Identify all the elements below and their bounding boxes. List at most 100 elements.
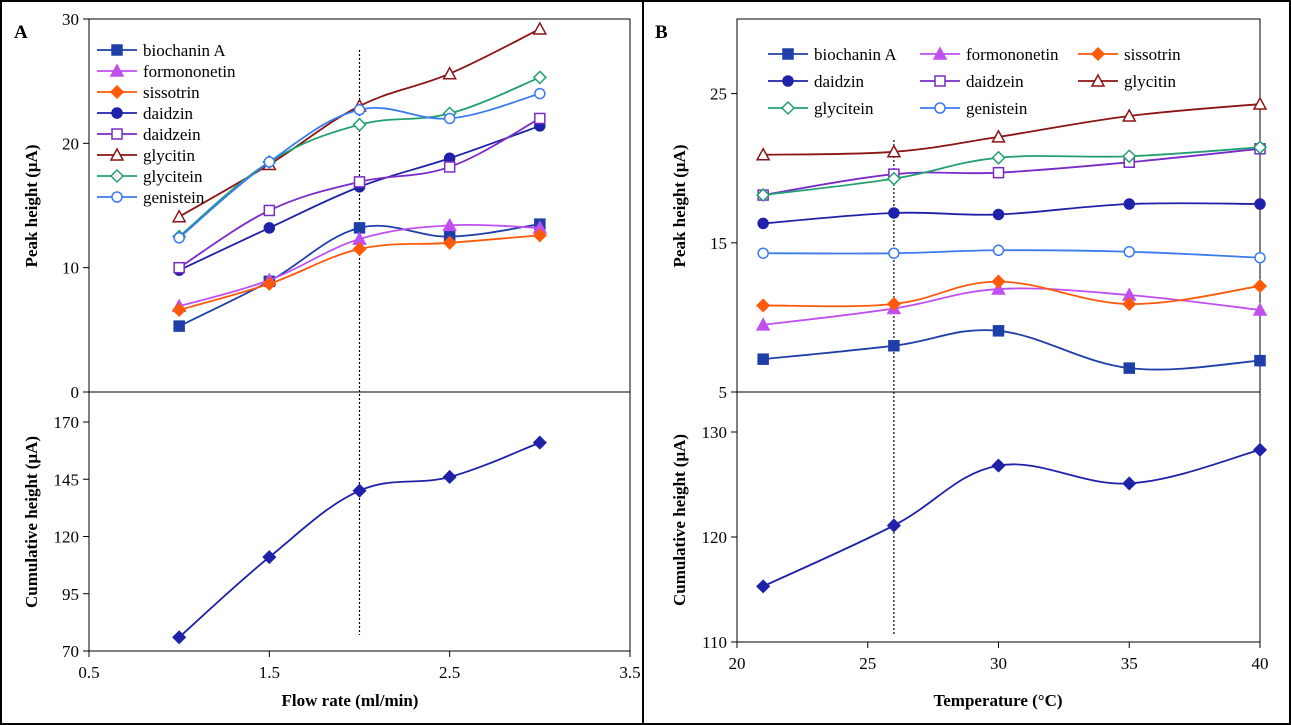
panel-b-top-ylabel: Peak height (μA) xyxy=(670,145,689,268)
b-series-formononetin-point-4 xyxy=(1252,302,1268,316)
a-top-ytick-label-2: 20 xyxy=(62,134,79,153)
b-series-genistein-point-1 xyxy=(888,247,900,259)
a-legend-daidzein-label: daidzein xyxy=(143,125,201,144)
a-series-genistein-point-3 xyxy=(443,112,456,125)
a-legend-biochanin-a-label: biochanin A xyxy=(143,41,226,60)
a-cumulative-point-0 xyxy=(172,630,187,645)
a-bottom-ytick-label-3: 145 xyxy=(54,470,80,489)
a-series-daidzein-point-2 xyxy=(353,176,366,188)
b-series-glycitein-point-2 xyxy=(991,150,1006,165)
a-series-glycitein-point-2 xyxy=(352,117,367,132)
panel-b-bottom-y-ticks: 110 120 130 xyxy=(702,423,737,652)
b-series-sissotrin-point-3 xyxy=(1122,296,1137,312)
a-xtick-label-0: 0.5 xyxy=(78,663,99,682)
b-series-genistein-point-4 xyxy=(1254,251,1266,264)
b-series-genistein-point-3 xyxy=(1123,246,1135,258)
a-legend-genistein-label: genistein xyxy=(143,188,205,207)
a-legend-glycitein-marker xyxy=(109,168,125,184)
a-legend-daidzin-marker xyxy=(111,107,123,119)
panel-a-top-ylabel: Peak height (μA) xyxy=(22,145,41,268)
b-series-daidzin-point-3 xyxy=(1123,198,1135,210)
panel-b-bottom-ylabel: Cumulative height (μA) xyxy=(670,434,689,606)
b-legend-genistein-label: genistein xyxy=(966,99,1028,118)
b-series-sissotrin-point-4 xyxy=(1252,279,1268,294)
a-series-biochanin-a-point-2 xyxy=(353,222,366,234)
b-series-glycitein-point-0 xyxy=(756,187,771,203)
panel-b: B 5 15 25 110 120 130 20 25 30 35 40 biochanin A… xyxy=(655,18,1269,710)
panel-a: A 0 10 20 30 70 95 120 145 170 0.5 1.5 2.5 3.5 bio… xyxy=(14,10,641,710)
b-legend-daidzin-label: daidzin xyxy=(814,72,865,91)
b-legend-daidzin-marker xyxy=(782,75,794,87)
panel-a-x-ticks: 0.5 1.5 2.5 3.5 xyxy=(78,651,641,682)
a-series-glycitin-point-3 xyxy=(442,66,457,80)
b-xtick-label-4: 40 xyxy=(1252,654,1269,673)
b-series-daidzin-point-0 xyxy=(757,217,769,230)
b-series-sissotrin-point-1 xyxy=(886,296,901,312)
a-top-ytick-label-0: 0 xyxy=(71,383,80,402)
panel-b-label: B xyxy=(655,22,668,43)
b-series-biochanin-a-point-0 xyxy=(757,353,769,365)
b-series-genistein-point-0 xyxy=(757,247,769,259)
b-series-biochanin-a-point-1 xyxy=(888,339,900,352)
b-legend-glycitin-label: glycitin xyxy=(1124,72,1176,91)
a-xtick-label-2: 2.5 xyxy=(439,663,460,682)
b-xtick-label-3: 35 xyxy=(1121,654,1138,673)
b-legend-sissotrin-marker xyxy=(1090,46,1106,62)
a-cumulative-point-4 xyxy=(532,435,547,450)
a-bottom-ytick-label-0: 70 xyxy=(62,642,79,661)
b-series-glycitein-point-1 xyxy=(886,171,901,186)
b-legend-glycitein-marker xyxy=(780,100,796,116)
a-series-daidzein-point-0 xyxy=(173,261,185,274)
b-xtick-label-2: 30 xyxy=(990,654,1007,673)
b-legend-genistein-marker xyxy=(934,102,946,114)
b-series-daidzin-point-4 xyxy=(1254,198,1266,210)
a-legend-sissotrin-label: sissotrin xyxy=(143,83,200,102)
a-cumulative-point-1 xyxy=(262,550,277,565)
b-top-ytick-label-1: 15 xyxy=(710,234,727,253)
a-series-glycitein-point-4 xyxy=(532,70,547,85)
b-series-biochanin-a-point-3 xyxy=(1123,362,1135,374)
a-series-sissotrin-point-3 xyxy=(442,235,457,250)
b-series-formononetin-point-0 xyxy=(755,317,771,331)
panel-a-top-series xyxy=(171,21,548,332)
panel-a-legend: biochanin A formononetin sissotrin daidzin d… xyxy=(97,41,236,207)
panel-b-bottom-series xyxy=(756,442,1268,594)
a-legend-genistein-marker xyxy=(111,191,123,203)
b-legend-daidzein-marker xyxy=(934,75,946,87)
panel-a-plot-frame xyxy=(88,18,631,652)
a-xtick-label-1: 1.5 xyxy=(259,663,280,682)
b-series-daidzin-point-1 xyxy=(888,207,900,219)
a-top-ytick-label-1: 10 xyxy=(62,259,79,278)
b-series-glycitin-point-1 xyxy=(886,144,902,158)
a-legend-glycitein-label: glycitein xyxy=(143,167,203,186)
panel-a-label: A xyxy=(14,22,28,43)
b-legend-biochanin-a-label: biochanin A xyxy=(814,45,897,64)
b-series-daidzein-point-2 xyxy=(992,166,1005,179)
b-series-glycitin-point-2 xyxy=(991,129,1006,143)
b-cumulative-point-4 xyxy=(1252,442,1268,457)
b-series-sissotrin-point-2 xyxy=(991,274,1006,289)
b-series-biochanin-a-point-2 xyxy=(992,325,1005,337)
b-series-genistein-point-2 xyxy=(992,244,1005,257)
b-bottom-ytick-label-2: 130 xyxy=(702,423,728,442)
b-xtick-label-0: 20 xyxy=(729,654,746,673)
b-top-ytick-label-0: 5 xyxy=(719,383,728,402)
b-series-glycitin-point-3 xyxy=(1121,108,1137,122)
a-series-genistein-point-0 xyxy=(173,232,185,244)
a-legend-glycitin-label: glycitin xyxy=(143,146,195,165)
a-legend-formononetin-label: formononetin xyxy=(143,62,236,81)
a-legend-glycitin-marker xyxy=(109,147,125,161)
panel-b-top-y-ticks: 5 15 25 xyxy=(710,85,737,402)
a-bottom-ytick-label-4: 170 xyxy=(54,413,80,432)
a-series-genistein-point-4 xyxy=(534,87,546,100)
a-series-daidzein-point-3 xyxy=(443,161,456,173)
a-legend-biochanin-a-marker xyxy=(111,44,123,56)
a-series-genistein-point-1 xyxy=(263,156,276,168)
a-cumulative-point-2 xyxy=(352,483,367,498)
a-series-glycitin-point-0 xyxy=(171,209,187,223)
a-top-ytick-label-3: 30 xyxy=(62,10,79,29)
b-bottom-ytick-label-0: 110 xyxy=(702,633,727,652)
b-xtick-label-1: 25 xyxy=(859,654,876,673)
